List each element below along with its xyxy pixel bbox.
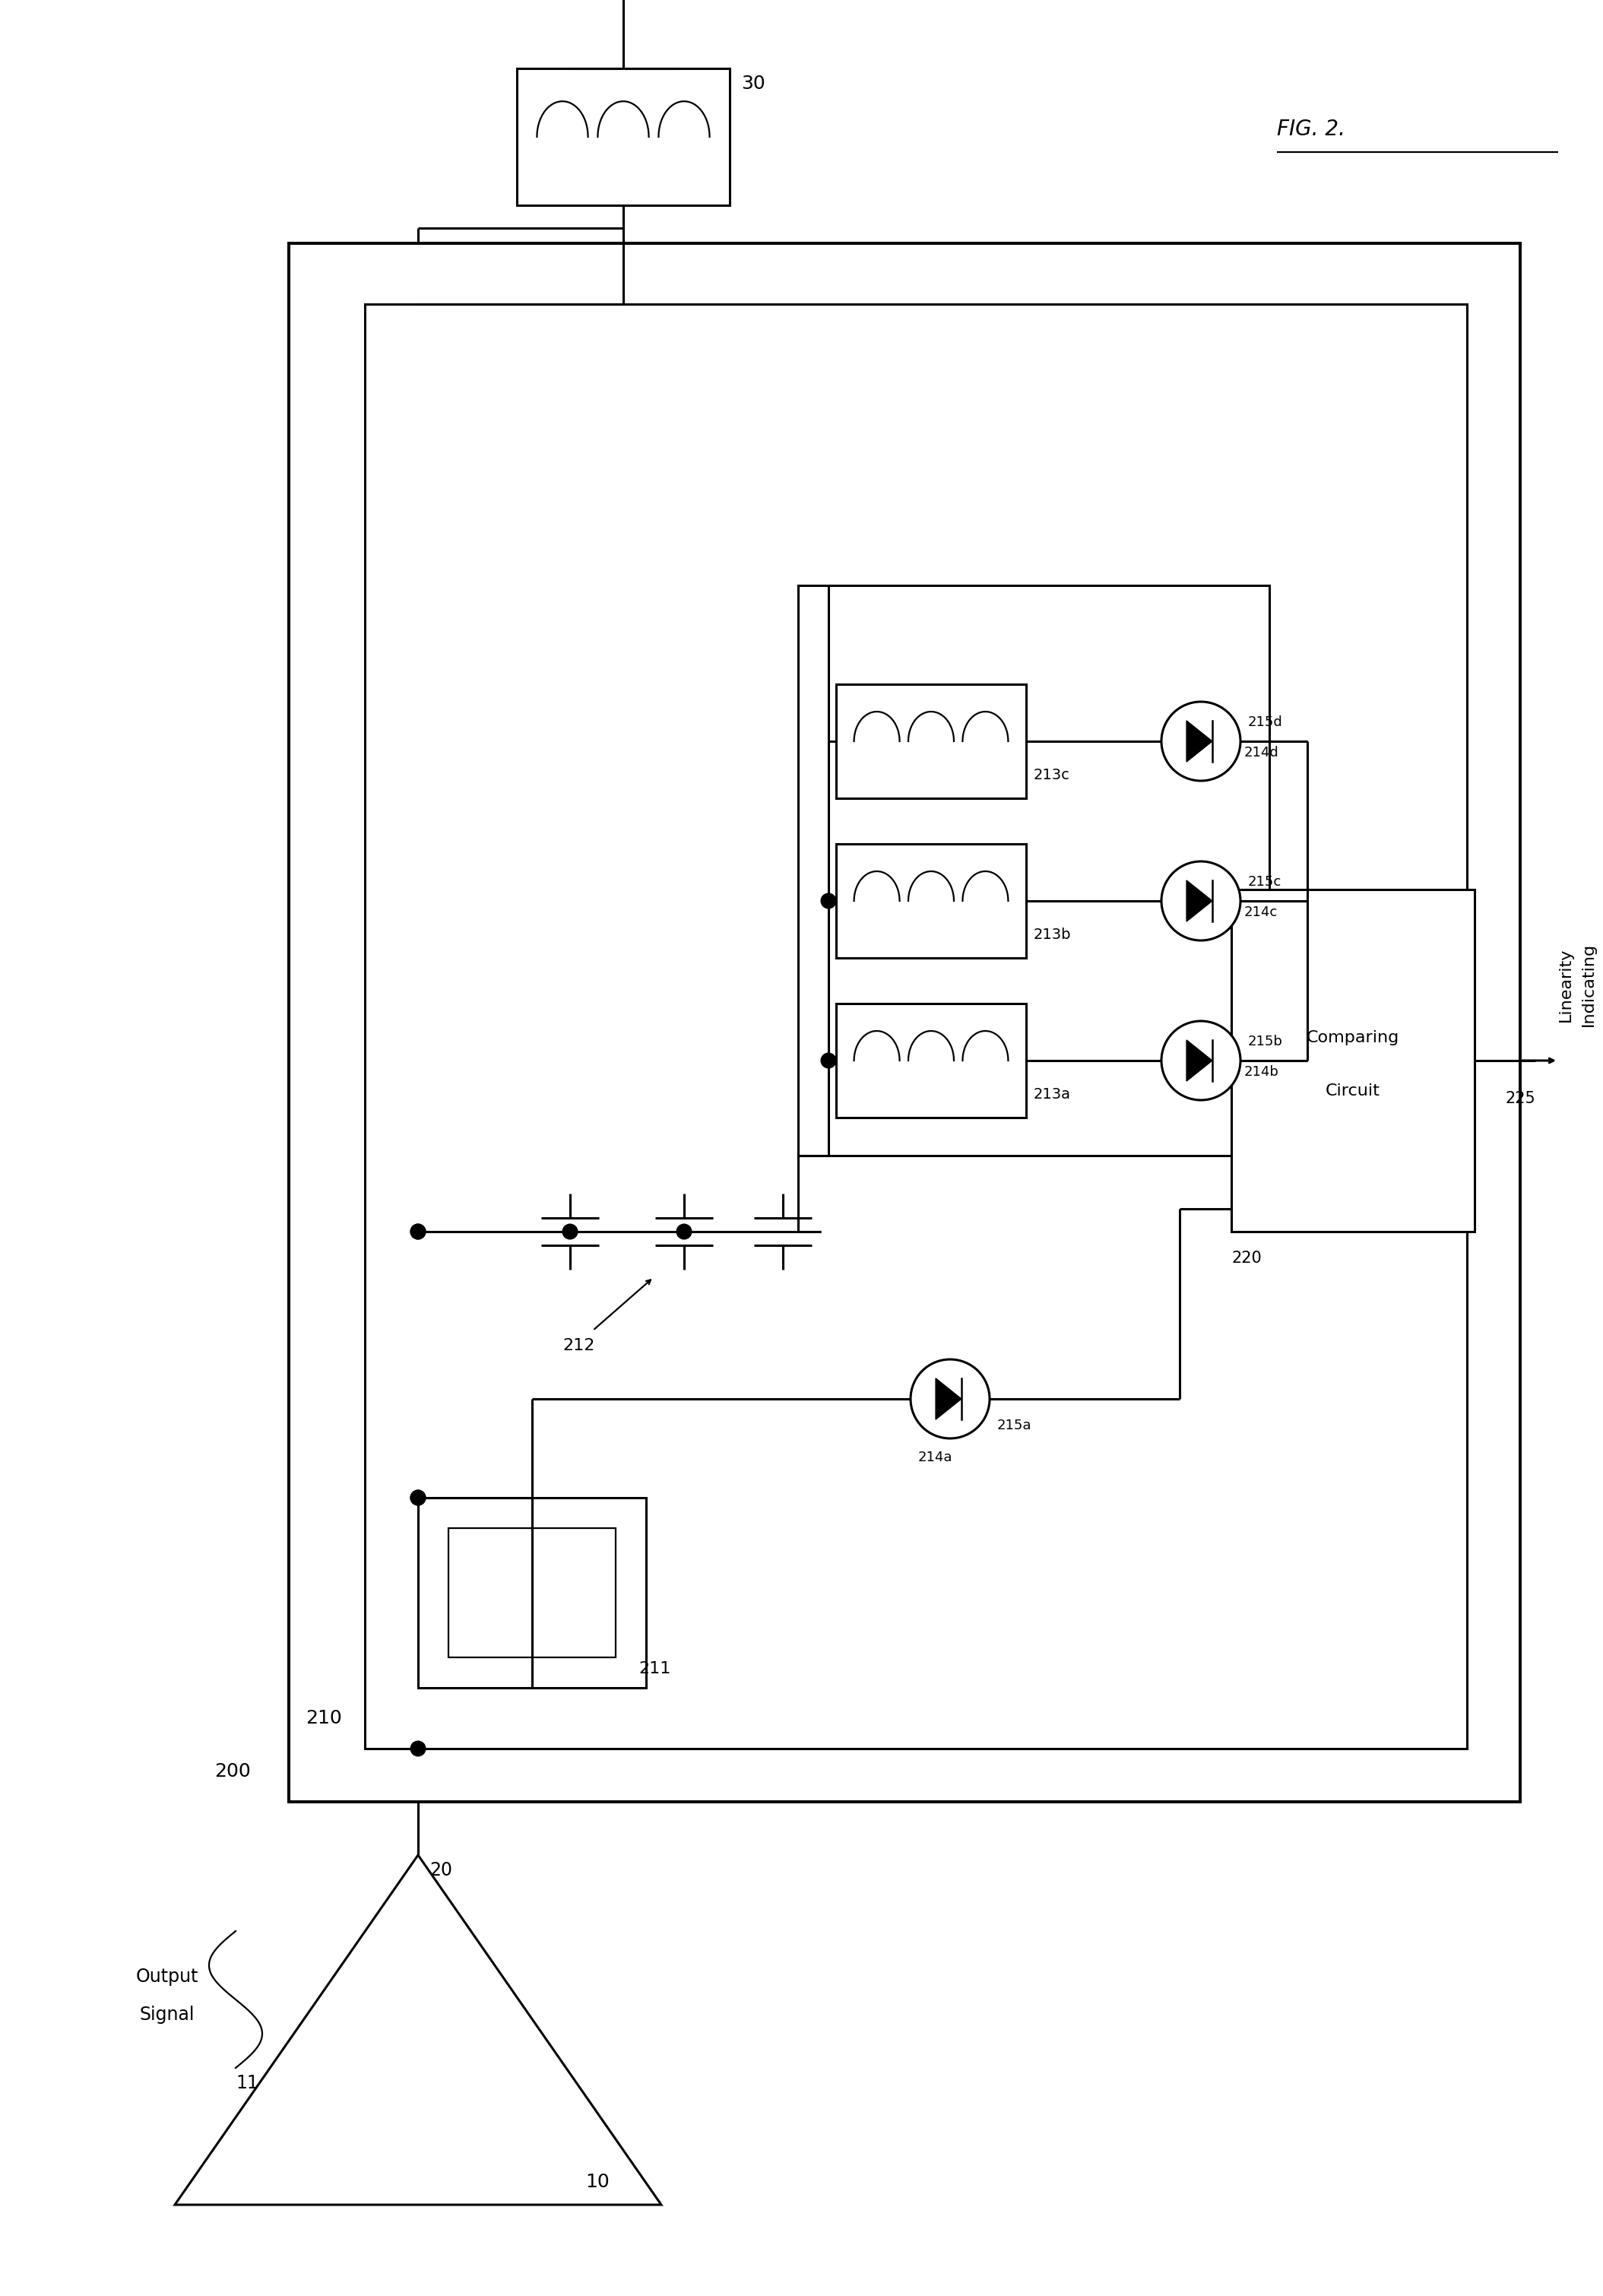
Bar: [516, 69, 729, 204]
Polygon shape: [1186, 879, 1212, 921]
Bar: [837, 845, 1026, 957]
Text: 30: 30: [741, 73, 765, 92]
Text: 214a: 214a: [917, 1451, 952, 1465]
Circle shape: [412, 1224, 425, 1238]
Polygon shape: [936, 1378, 962, 1419]
Bar: [798, 585, 1270, 1155]
Polygon shape: [175, 1855, 662, 2204]
Circle shape: [1162, 1022, 1241, 1100]
Text: 220: 220: [1231, 1251, 1262, 1265]
Text: 10: 10: [585, 2172, 609, 2190]
Text: Comparing: Comparing: [1306, 1031, 1399, 1045]
Text: 213c: 213c: [1034, 769, 1071, 783]
Text: FIG. 2.: FIG. 2.: [1278, 119, 1345, 140]
Text: Circuit: Circuit: [1326, 1084, 1380, 1097]
Circle shape: [563, 1224, 577, 1238]
Circle shape: [1162, 861, 1241, 941]
Text: 215c: 215c: [1249, 875, 1282, 889]
Bar: [1231, 889, 1475, 1231]
Bar: [365, 303, 1467, 1750]
Circle shape: [911, 1359, 989, 1437]
Text: 215d: 215d: [1249, 716, 1282, 730]
Text: 20: 20: [430, 1862, 452, 1880]
Text: 213b: 213b: [1034, 928, 1071, 941]
Bar: [837, 684, 1026, 799]
Circle shape: [412, 1743, 425, 1756]
Text: 214b: 214b: [1244, 1065, 1279, 1079]
Text: 212: 212: [563, 1339, 595, 1352]
Text: Signal: Signal: [139, 2007, 196, 2023]
Text: Indicating: Indicating: [1581, 944, 1597, 1026]
Circle shape: [412, 1224, 425, 1238]
Bar: [449, 1529, 616, 1658]
Circle shape: [412, 1490, 425, 1504]
Text: 210: 210: [306, 1708, 341, 1727]
Text: 200: 200: [215, 1763, 250, 1779]
Circle shape: [822, 1054, 835, 1068]
Text: 213a: 213a: [1034, 1088, 1071, 1102]
Text: 11: 11: [236, 2073, 258, 2092]
Polygon shape: [1186, 1040, 1212, 1081]
Text: 215a: 215a: [997, 1419, 1032, 1433]
Bar: [418, 1497, 646, 1688]
Text: 214c: 214c: [1244, 905, 1278, 918]
Circle shape: [412, 1490, 425, 1504]
Bar: [289, 243, 1520, 1802]
Text: 225: 225: [1505, 1091, 1536, 1107]
Polygon shape: [1186, 721, 1212, 762]
Circle shape: [676, 1224, 691, 1238]
Text: 214d: 214d: [1244, 746, 1279, 760]
Text: Output: Output: [136, 1968, 199, 1986]
Text: Linearity: Linearity: [1558, 948, 1574, 1022]
Circle shape: [822, 893, 835, 907]
Circle shape: [1162, 703, 1241, 781]
Text: 211: 211: [638, 1662, 670, 1676]
Text: 215b: 215b: [1249, 1035, 1282, 1049]
Bar: [837, 1003, 1026, 1118]
